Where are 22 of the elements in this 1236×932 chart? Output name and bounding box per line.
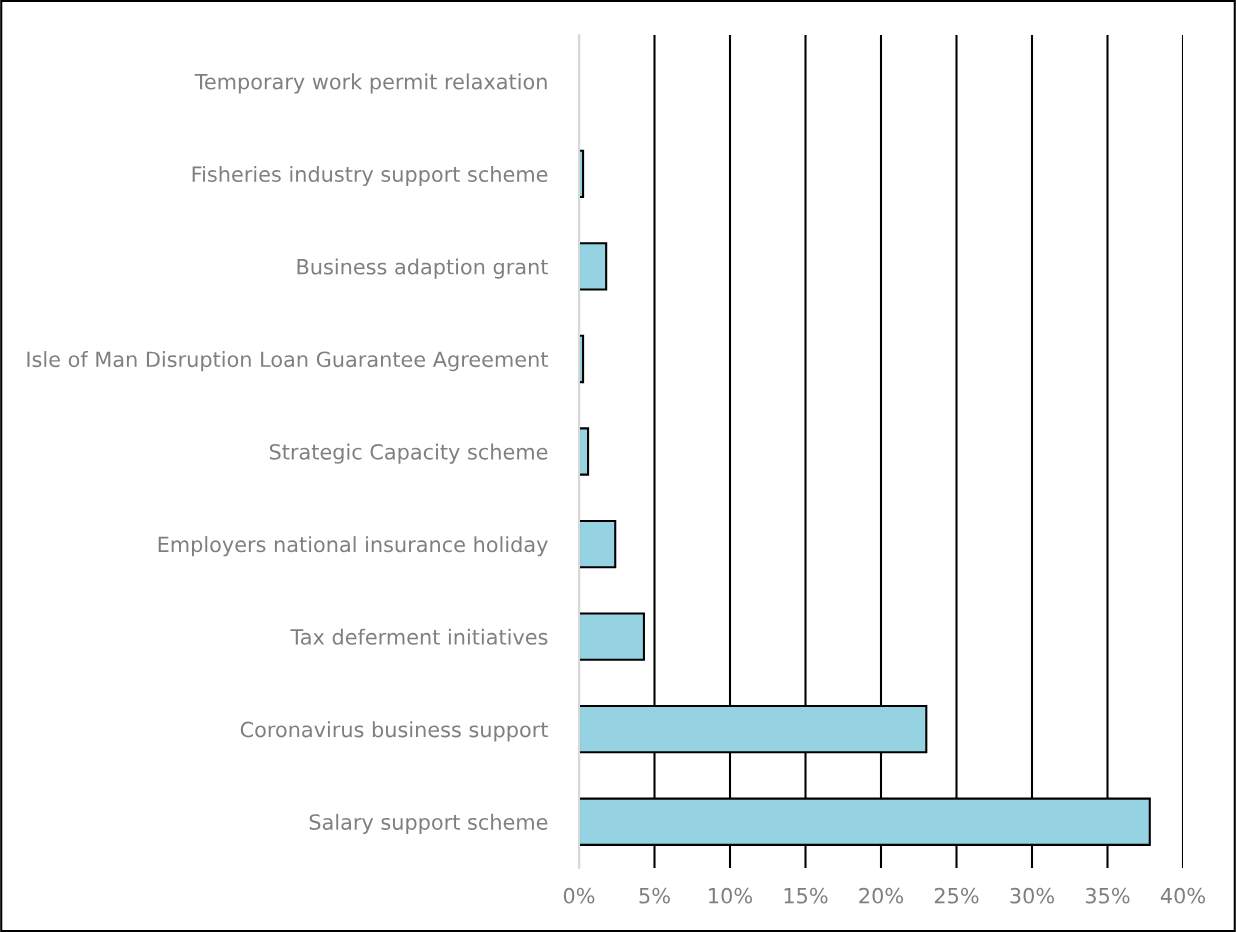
x-tick-label: 0% — [563, 887, 595, 904]
x-tick-label: 25% — [934, 887, 979, 904]
bar — [579, 612, 645, 661]
y-tick-label: Temporary work permit relaxation — [194, 73, 547, 94]
y-tick-label: Business adaption grant — [297, 258, 548, 279]
y-tick-label: Fisheries industry support scheme — [192, 165, 548, 187]
y-tick-label: Coronavirus business support — [240, 721, 548, 742]
x-tick-label: 5% — [639, 887, 670, 904]
bar — [579, 242, 608, 291]
x-tick-label: 20% — [859, 887, 903, 904]
bar — [579, 519, 617, 569]
bar — [579, 427, 590, 476]
x-tick-label: 40% — [1160, 887, 1205, 904]
y-tick-label: Isle of Man Disruption Loan Guarantee Agreement — [27, 351, 548, 372]
x-tick-label: 30% — [1010, 887, 1054, 904]
x-tick-label: 35% — [1085, 887, 1130, 904]
y-tick-label: Strategic Capacity scheme — [269, 443, 548, 464]
y-tick-label: Employers national insurance holiday — [158, 536, 548, 557]
y-tick-label: Salary support scheme — [309, 813, 548, 834]
y-tick-label: Tax deferment initiatives — [290, 628, 548, 645]
x-tick-label: 10% — [709, 887, 752, 904]
x-tick-label: 15% — [784, 887, 828, 904]
